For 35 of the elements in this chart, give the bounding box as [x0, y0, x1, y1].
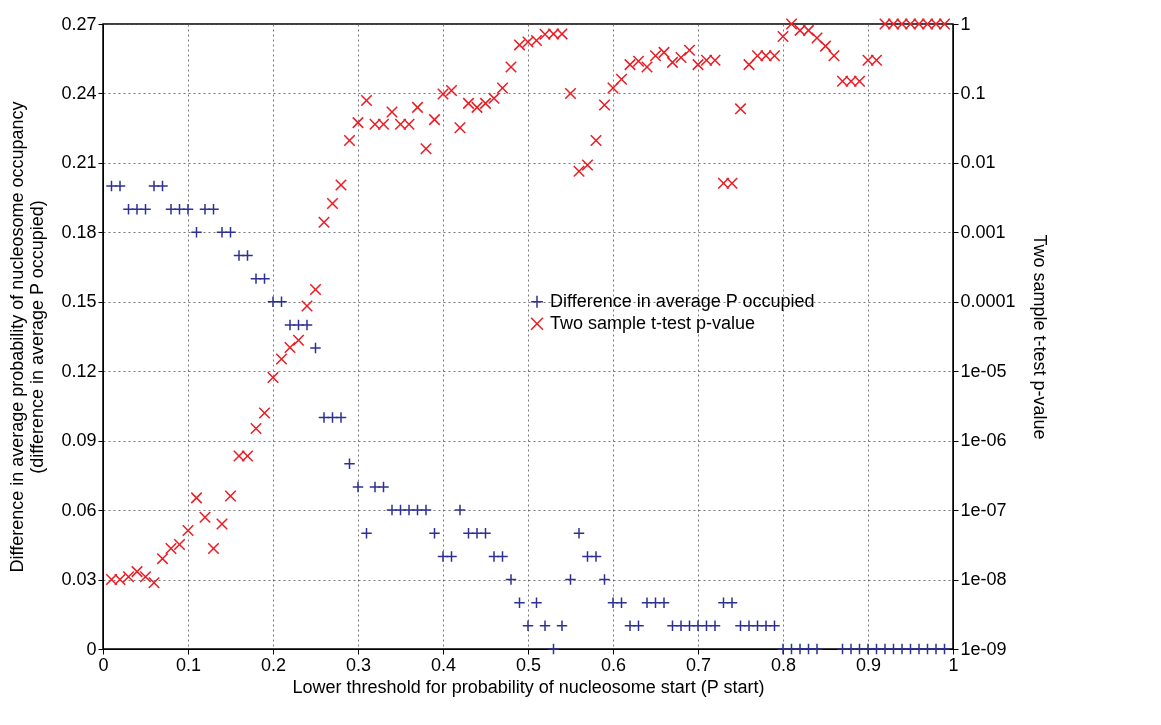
y-tick-label: 0.27	[61, 13, 97, 34]
x-tick-label: 0.8	[770, 654, 797, 675]
y-tick-label: 0.03	[61, 569, 97, 590]
x-axis-title: Lower threshold for probability of nucleosome start (P start)	[292, 676, 765, 697]
y2-tick-label: 0.001	[960, 221, 1006, 242]
y-tick-label: 0.18	[61, 221, 97, 242]
x-tick-label: 0.5	[515, 654, 542, 675]
y2-tick-label: 1e-06	[960, 430, 1007, 451]
y2-tick-label: 0.1	[960, 82, 986, 103]
y-tick-label: 0.06	[61, 499, 97, 520]
y2-tick-label: 1e-09	[960, 638, 1007, 659]
x-tick-label: 0.1	[175, 654, 202, 675]
x-tick-label: 0.9	[855, 654, 882, 675]
y2-tick-label: 1e-08	[960, 569, 1007, 590]
y2-tick-label: 1	[960, 13, 971, 34]
legend-label: Difference in average P occupied	[550, 290, 815, 311]
y2-tick-label: 0.0001	[960, 291, 1016, 312]
y-tick-label: 0.12	[61, 360, 97, 381]
y-tick-label: 0	[86, 638, 97, 659]
x-tick-label: 0.2	[260, 654, 287, 675]
x-tick-label: 0.3	[345, 654, 372, 675]
x-tick-label: 0.6	[600, 654, 627, 675]
x-tick-label: 0.7	[685, 654, 712, 675]
y-tick-label: 0.15	[61, 291, 97, 312]
y2-tick-label: 1e-07	[960, 499, 1007, 520]
y-tick-label: 0.09	[61, 430, 97, 451]
y2-tick-label: 1e-05	[960, 360, 1007, 381]
x-tick-label: 1	[948, 654, 959, 675]
y-tick-label: 0.24	[61, 82, 97, 103]
y-axis-title: Difference in average probability of nucleosome occupancy (difference in average P occupied)	[7, 101, 48, 573]
x-tick-label: 0.4	[430, 654, 457, 675]
y2-axis-title: Two sample t-test p-value	[1029, 234, 1050, 440]
y-tick-label: 0.21	[61, 152, 97, 173]
legend-label: Two sample t-test p-value	[550, 312, 756, 333]
y2-tick-label: 0.01	[960, 152, 996, 173]
